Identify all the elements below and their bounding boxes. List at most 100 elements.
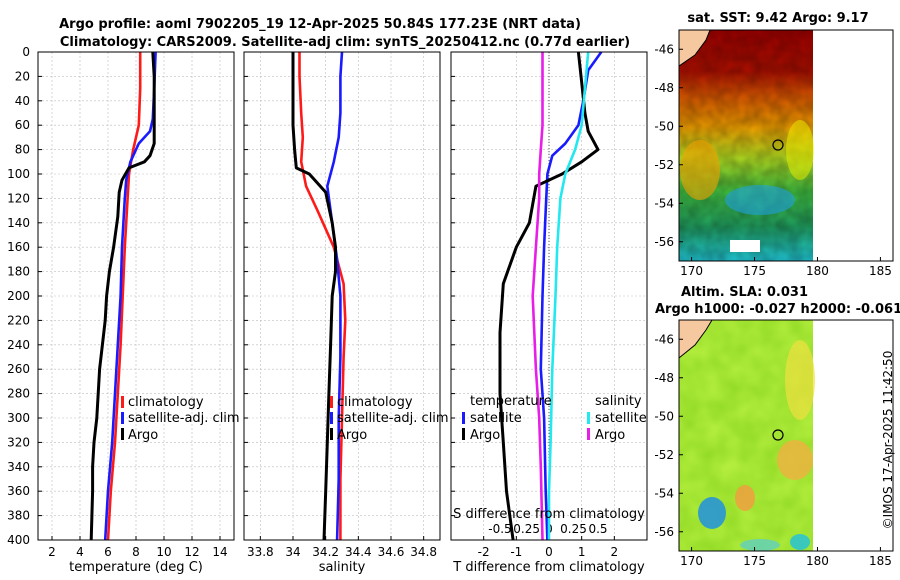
map-x-tick-label: 180 [806, 554, 829, 568]
y-tick-label: 160 [7, 240, 30, 254]
sst-warm-patch [680, 140, 720, 200]
sla-blue-patch [698, 497, 726, 529]
x-tick-label: 1 [578, 545, 586, 559]
legend-label-climatology: climatology [337, 395, 413, 410]
sla-blue-patch [790, 534, 810, 550]
y-tick-label: 360 [7, 484, 30, 498]
t-difference-xlabel: T difference from climatology [452, 560, 645, 575]
map-frame [678, 29, 894, 262]
sst-map-title: sat. SST: 9.42 Argo: 9.17 [687, 11, 868, 26]
series-line-s-satellite [547, 51, 590, 540]
y-tick-label: 40 [15, 94, 30, 108]
figure-title-line2: Climatology: CARS2009. Satellite-adj cli… [60, 35, 630, 50]
sla-map-axes: 170 175 180 185 -46 -48 -50 -52 -54 -56 [654, 319, 894, 568]
y-tick-label: 20 [15, 69, 30, 83]
legend-swatch-climatology [121, 396, 124, 408]
difference-panel: -2 -1 0 1 2-0.5-0.25 0 0.25 0.5 T difference fr… [450, 51, 648, 575]
legend-swatch-s-argo [587, 428, 590, 440]
s-tick-label: -0.25 [509, 522, 540, 536]
legend-swatch-argo [330, 428, 333, 440]
x-tick-label: 8 [132, 545, 140, 559]
s-tick-label: -0.5 [488, 522, 511, 536]
x-tick-label: 6 [104, 545, 112, 559]
x-tick-label: 12 [184, 545, 199, 559]
y-tick-label: 240 [7, 338, 30, 352]
legend-header-salinity: salinity [595, 394, 642, 409]
y-tick-label: 340 [7, 460, 30, 474]
difference-legend: temperature satellite Argo salinity sate… [462, 394, 647, 443]
salinity-series [291, 51, 347, 541]
legend-swatch-satellite [330, 412, 333, 424]
sla-orange-patch [735, 485, 755, 511]
legend-label-satellite: satellite-adj. clim [337, 411, 449, 426]
s-tick-label: 0.5 [588, 522, 607, 536]
legend-header-temperature: temperature [470, 394, 552, 409]
map-y-tick-label: -56 [654, 235, 674, 249]
map-y-tick-label: -50 [654, 409, 674, 423]
watermark: ©IMOS 17-Apr-2025 11:42:50 [881, 351, 895, 530]
sst-blue-patch [725, 185, 795, 215]
legend-swatch-argo [121, 428, 124, 440]
map-y-tick-label: -54 [654, 486, 674, 500]
temperature-panel: 0 20 40 60 80 100 120 140 160 180 200 220 240 260 280 3… [7, 45, 240, 575]
legend-label-s-satellite: satellite [595, 411, 647, 426]
y-tick-label: 280 [7, 387, 30, 401]
legend-label-argo: Argo [337, 428, 367, 443]
series-line-climatology [298, 52, 347, 540]
sla-teal-patch [740, 539, 780, 551]
series-line-s-argo [531, 52, 544, 541]
y-tick-label: 300 [7, 411, 30, 425]
y-tick-label: 220 [7, 313, 30, 327]
map-x-tick-label: 175 [743, 264, 766, 278]
temperature-xlabel: temperature (deg C) [69, 560, 203, 575]
map-y-tick-label: -48 [654, 81, 674, 95]
legend-label-t-argo: Argo [470, 428, 500, 443]
legend-label-t-satellite: satellite [470, 411, 522, 426]
salinity-legend: climatology satellite-adj. clim Argo [330, 395, 449, 443]
y-tick-label: 380 [7, 509, 30, 523]
y-tick-label: 200 [7, 289, 30, 303]
x-tick-label: 2 [48, 545, 56, 559]
sla-map-title: Altim. SLA: 0.031 [681, 285, 808, 300]
map-x-tick-label: 175 [743, 554, 766, 568]
salinity-xlabel: salinity [319, 560, 366, 575]
temperature-grid [38, 51, 234, 541]
argo-position-marker [772, 429, 784, 441]
map-y-tick-label: -54 [654, 196, 674, 210]
map-y-tick-label: -56 [654, 525, 674, 539]
salinity-axes-frame [243, 51, 441, 541]
legend-swatch-t-satellite [462, 412, 465, 424]
sla-yellow-patch [785, 340, 815, 420]
x-tick-label: 0 [545, 545, 553, 559]
salinity-panel: 33.8 34 34.2 34.4 34.6 34.8 salinity climatol… [243, 51, 449, 575]
legend-swatch-s-satellite [587, 412, 590, 424]
series-line-argo [89, 51, 156, 541]
sst-yellow-patch [786, 120, 814, 180]
x-tick-label: 4 [76, 545, 84, 559]
s-difference-label: S difference from climatology [453, 507, 645, 522]
map-x-tick-label: 185 [869, 264, 892, 278]
x-tick-label: 10 [156, 545, 171, 559]
map-y-tick-label: -48 [654, 371, 674, 385]
temperature-series [89, 51, 157, 541]
y-tick-label: 320 [7, 435, 30, 449]
x-tick-label: 34.4 [345, 545, 372, 559]
salinity-tick-labels: 33.8 34 34.2 34.4 34.6 34.8 [247, 545, 437, 559]
sla-map-subtitle: Argo h1000: -0.027 h2000: -0.061 [655, 302, 900, 317]
legend-label-satellite: satellite-adj. clim [128, 411, 240, 426]
series-line-climatology [106, 52, 142, 541]
legend-label-argo: Argo [128, 428, 158, 443]
x-tick-label: 34.2 [312, 545, 339, 559]
temperature-legend: climatology satellite-adj. clim Argo [121, 395, 240, 443]
argo-position-marker [772, 139, 784, 151]
depth-tick-labels: 0 20 40 60 80 100 120 140 160 180 200 220 240 260 280 3… [7, 45, 30, 547]
map-y-tick-label: -46 [654, 332, 674, 346]
x-tick-label: 34.8 [410, 545, 437, 559]
sst-map-panel: sat. SST: 9.42 Argo: 9.17 170 175 180 185 -4… [654, 11, 894, 278]
difference-series [498, 51, 603, 541]
map-y-tick-label: -52 [654, 158, 674, 172]
temperature-tick-labels: 2 4 6 8 10 12 14 [48, 545, 227, 559]
difference-axes-frame [450, 51, 648, 541]
map-frame [678, 319, 894, 552]
